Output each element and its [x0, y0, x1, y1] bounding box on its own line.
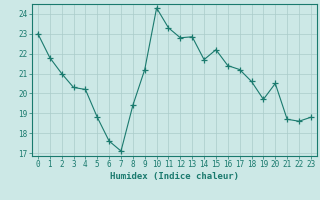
X-axis label: Humidex (Indice chaleur): Humidex (Indice chaleur)	[110, 172, 239, 181]
